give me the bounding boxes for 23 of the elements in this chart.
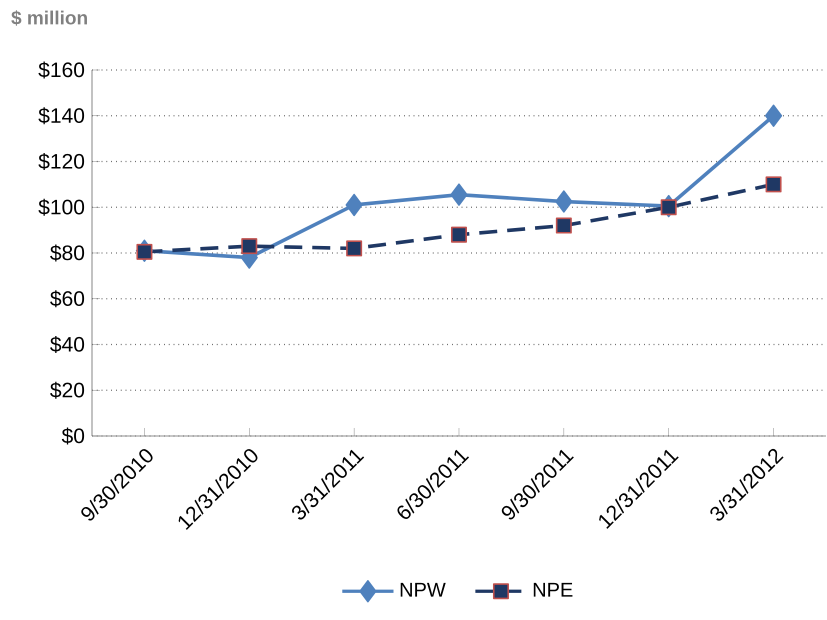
point [764,104,782,127]
y-tick-label: $140 [38,107,84,124]
y-tick-label: $0 [62,428,84,444]
y-tick-label: $100 [38,198,84,216]
point [450,226,467,243]
legend-label: NPW [400,582,446,597]
legend-label: NPE [534,582,572,597]
y-axis-title: $ million [11,10,87,26]
point [136,244,152,260]
point [241,238,258,254]
point [556,218,572,234]
point [766,176,782,192]
y-tick-label: $120 [38,153,84,170]
y-tick-label: $60 [50,290,84,308]
point [555,190,572,213]
y-tick-label: $40 [50,336,84,353]
point [660,199,677,216]
point [346,194,363,216]
y-tick-label: $160 [38,62,84,78]
point [346,240,362,256]
y-tick-label: $80 [50,244,84,262]
point [450,183,468,206]
y-tick-label: $20 [50,382,84,399]
